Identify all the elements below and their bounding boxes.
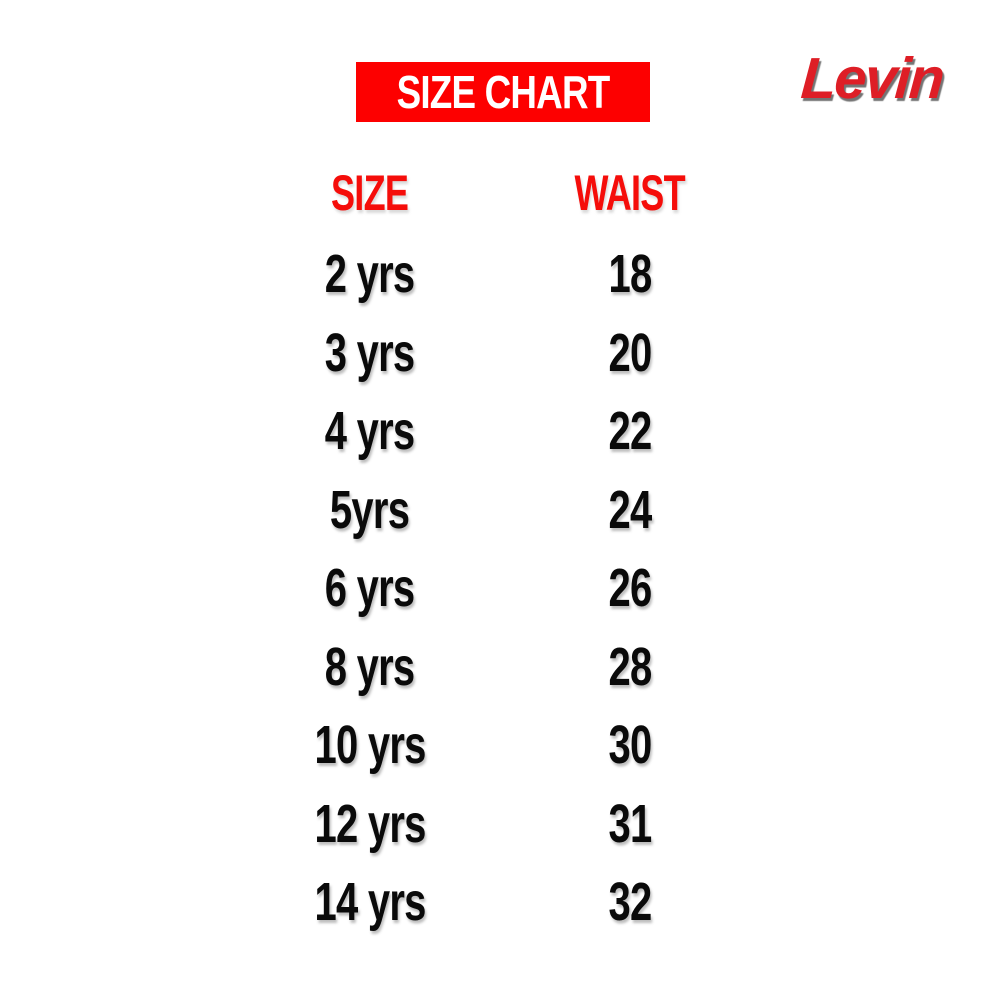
waist-column-header: WAIST <box>500 150 760 235</box>
size-value: 6 yrs <box>325 558 415 619</box>
size-value: 10 yrs <box>314 715 426 776</box>
table-row: 14 yrs 32 <box>240 863 760 942</box>
size-value: 2 yrs <box>325 244 415 305</box>
banner-title: SIZE CHART <box>396 66 611 118</box>
size-column-header: SIZE <box>240 150 500 235</box>
waist-value: 31 <box>608 793 653 854</box>
waist-value: 30 <box>608 715 653 776</box>
table-row: 2 yrs 18 <box>240 235 760 314</box>
size-value: 3 yrs <box>325 322 415 383</box>
table-row: 6 yrs 26 <box>240 549 760 628</box>
waist-cell: 22 <box>500 392 760 471</box>
waist-cell: 28 <box>500 628 760 707</box>
size-cell: 5yrs <box>240 471 500 550</box>
table-row: 3 yrs 20 <box>240 314 760 393</box>
waist-value: 28 <box>608 636 653 697</box>
waist-header-label: WAIST <box>574 164 686 221</box>
table-row: 8 yrs 28 <box>240 628 760 707</box>
size-header-label: SIZE <box>331 164 409 221</box>
waist-value: 20 <box>608 322 653 383</box>
size-value: 4 yrs <box>325 401 415 462</box>
table-row: 12 yrs 31 <box>240 785 760 864</box>
waist-value: 32 <box>608 872 653 933</box>
waist-cell: 31 <box>500 785 760 864</box>
waist-value: 18 <box>608 244 653 305</box>
waist-cell: 20 <box>500 314 760 393</box>
waist-value: 22 <box>608 401 653 462</box>
waist-cell: 24 <box>500 471 760 550</box>
size-cell: 2 yrs <box>240 235 500 314</box>
waist-cell: 26 <box>500 549 760 628</box>
size-cell: 3 yrs <box>240 314 500 393</box>
size-value: 8 yrs <box>325 636 415 697</box>
size-cell: 6 yrs <box>240 549 500 628</box>
table-row: 10 yrs 30 <box>240 706 760 785</box>
waist-cell: 18 <box>500 235 760 314</box>
size-table: SIZE WAIST 2 yrs 18 3 yrs 20 4 yrs 22 5y… <box>240 150 760 942</box>
size-cell: 8 yrs <box>240 628 500 707</box>
waist-cell: 30 <box>500 706 760 785</box>
size-cell: 10 yrs <box>240 706 500 785</box>
size-cell: 12 yrs <box>240 785 500 864</box>
waist-value: 24 <box>608 479 653 540</box>
table-row: 4 yrs 22 <box>240 392 760 471</box>
size-cell: 14 yrs <box>240 863 500 942</box>
size-value: 12 yrs <box>314 793 426 854</box>
size-value: 14 yrs <box>314 872 426 933</box>
waist-value: 26 <box>608 558 653 619</box>
table-row: 5yrs 24 <box>240 471 760 550</box>
table-header-row: SIZE WAIST <box>240 150 760 235</box>
size-value: 5yrs <box>330 479 410 540</box>
size-chart-banner: SIZE CHART <box>356 62 650 122</box>
size-cell: 4 yrs <box>240 392 500 471</box>
waist-cell: 32 <box>500 863 760 942</box>
levin-logo: Levin <box>798 45 946 111</box>
